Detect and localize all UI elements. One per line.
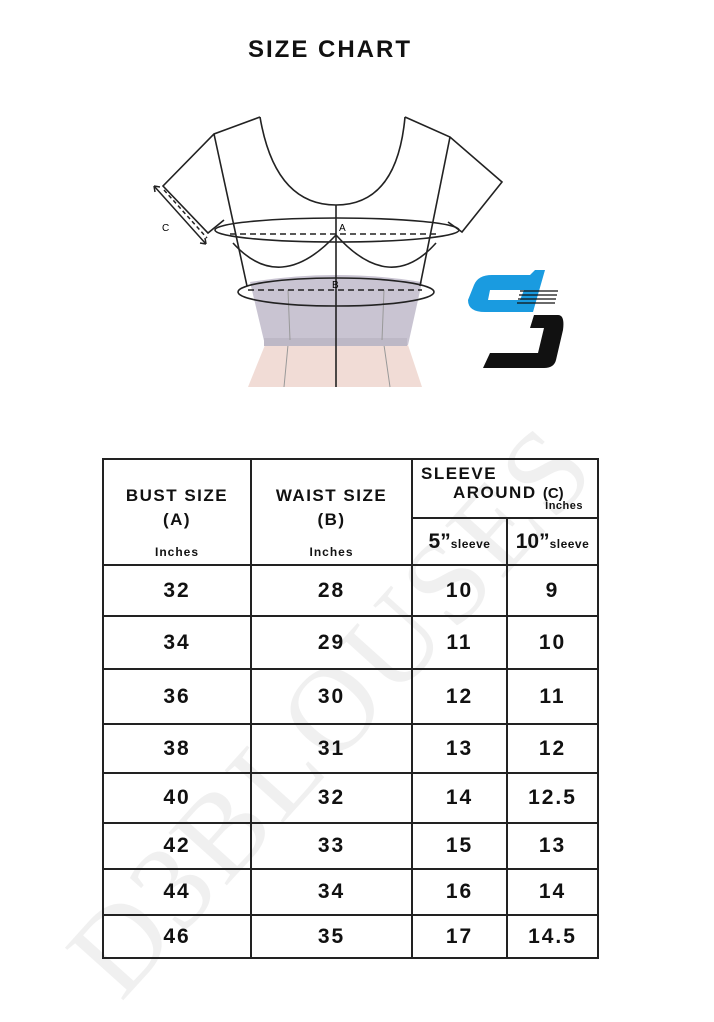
label-b: B bbox=[332, 280, 339, 291]
header-sleeve: SLEEVE AROUND (C) Inches bbox=[410, 457, 600, 520]
cell-waist: 31 bbox=[250, 723, 413, 774]
cell-bust: 46 bbox=[102, 914, 252, 959]
table-row: 40 32 14 12.5 bbox=[102, 772, 600, 824]
cell-sleeve-10: 10 bbox=[505, 615, 600, 670]
table-row: 36 30 12 11 bbox=[102, 668, 600, 725]
header-waist: WAIST SIZE (B) Inches bbox=[250, 458, 413, 566]
cell-sleeve-10: 14 bbox=[505, 868, 600, 916]
header-5-num: 5” bbox=[428, 529, 451, 553]
brand-logo bbox=[468, 270, 564, 368]
header-waist-unit: Inches bbox=[309, 545, 354, 559]
measure-lines bbox=[153, 185, 440, 291]
cell-bust: 42 bbox=[102, 822, 252, 870]
cell-sleeve-5: 17 bbox=[411, 914, 508, 959]
header-10-sleeve: 10”sleeve bbox=[505, 517, 600, 566]
page-title: SIZE CHART bbox=[248, 36, 412, 63]
cell-sleeve-10: 11 bbox=[505, 668, 600, 725]
cell-sleeve-5: 16 bbox=[411, 868, 508, 916]
table-row: 32 28 10 9 bbox=[102, 564, 600, 617]
cell-sleeve-10: 14.5 bbox=[505, 914, 600, 959]
skirt bbox=[248, 344, 422, 388]
header-bust-sub: (A) bbox=[162, 510, 192, 529]
label-a: A bbox=[339, 223, 346, 234]
header-sleeve-sub: (C) bbox=[542, 485, 564, 502]
cell-waist: 28 bbox=[250, 564, 413, 617]
table-row: 38 31 13 12 bbox=[102, 723, 600, 774]
cell-waist: 34 bbox=[250, 868, 413, 916]
cell-bust: 38 bbox=[102, 723, 252, 774]
table-row: 46 35 17 14.5 bbox=[102, 914, 600, 959]
blouse-diagram: A B C bbox=[153, 116, 564, 388]
cell-waist: 33 bbox=[250, 822, 413, 870]
label-c: C bbox=[162, 223, 169, 234]
cell-sleeve-5: 10 bbox=[411, 564, 508, 617]
cell-bust: 40 bbox=[102, 772, 252, 824]
cell-waist: 35 bbox=[250, 914, 413, 959]
cell-sleeve-10: 9 bbox=[505, 564, 600, 617]
header-waist-sub: (B) bbox=[317, 510, 346, 529]
header-5-label: sleeve bbox=[450, 536, 491, 551]
table-row: 42 33 15 13 bbox=[102, 822, 600, 870]
header-10-num: 10” bbox=[515, 529, 550, 553]
header-bust: BUST SIZE (A) Inches bbox=[102, 458, 252, 566]
header-sleeve-unit: Inches bbox=[545, 500, 584, 513]
cell-waist: 32 bbox=[250, 772, 413, 824]
cell-sleeve-10: 12.5 bbox=[505, 772, 600, 824]
cell-sleeve-10: 13 bbox=[505, 822, 600, 870]
cell-sleeve-5: 14 bbox=[411, 772, 508, 824]
cell-bust: 36 bbox=[102, 668, 252, 725]
header-5-sleeve: 5”sleeve bbox=[411, 517, 508, 566]
cell-bust: 32 bbox=[102, 564, 252, 617]
header-sleeve-line1: SLEEVE bbox=[421, 464, 498, 483]
cell-sleeve-5: 11 bbox=[411, 615, 508, 670]
table-row: 44 34 16 14 bbox=[102, 868, 600, 916]
cell-waist: 29 bbox=[250, 615, 413, 670]
cell-sleeve-10: 12 bbox=[505, 723, 600, 774]
cell-sleeve-5: 15 bbox=[411, 822, 508, 870]
blouse-outline bbox=[161, 116, 504, 387]
cell-sleeve-5: 12 bbox=[411, 668, 508, 725]
header-10-label: sleeve bbox=[549, 536, 590, 551]
header-bust-unit: Inches bbox=[154, 545, 199, 559]
cell-waist: 30 bbox=[250, 668, 413, 725]
header-bust-label: BUST SIZE bbox=[125, 486, 229, 505]
cell-bust: 34 bbox=[102, 615, 252, 670]
header-sleeve-line2: AROUND bbox=[453, 483, 537, 502]
cell-sleeve-5: 13 bbox=[411, 723, 508, 774]
header-waist-label: WAIST SIZE bbox=[275, 486, 388, 505]
cell-bust: 44 bbox=[102, 868, 252, 916]
table-row: 34 29 11 10 bbox=[102, 615, 600, 670]
size-table: BUST SIZE (A) Inches WAIST SIZE (B) Inch… bbox=[102, 457, 600, 959]
